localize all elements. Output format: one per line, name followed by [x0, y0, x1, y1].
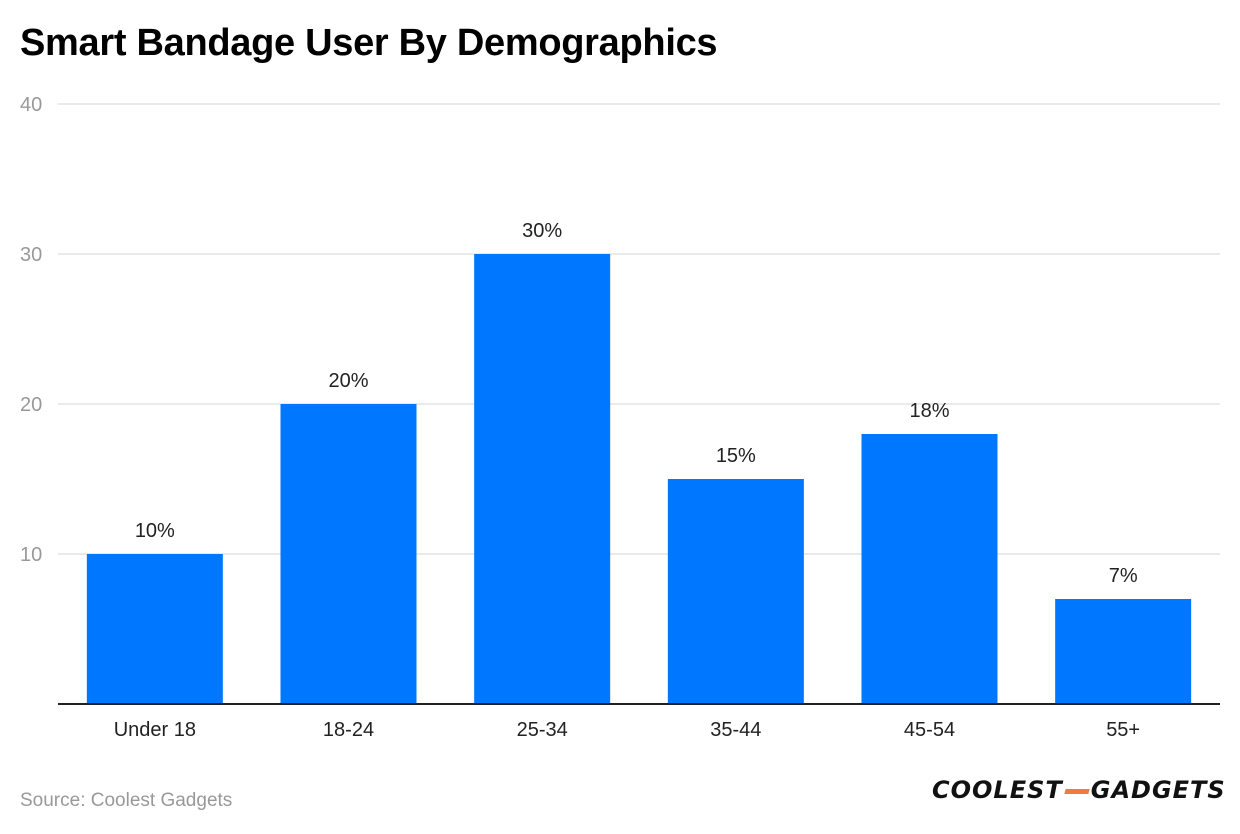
x-tick-label: 35-44 [710, 719, 761, 741]
bar [1055, 599, 1192, 704]
x-tick-label: Under 18 [114, 719, 196, 741]
x-tick-label: 25-34 [517, 719, 568, 741]
bar [86, 554, 223, 704]
data-label: 30% [522, 220, 562, 242]
data-label: 7% [1109, 565, 1138, 587]
bar [280, 404, 417, 704]
y-tick-label: 20 [20, 394, 42, 416]
logo-text-coolest: COOLEST [932, 776, 1063, 804]
logo-text-gadgets: GADGETS [1090, 776, 1226, 804]
y-tick-label: 10 [20, 544, 42, 566]
chart-title: Smart Bandage User By Demographics [20, 22, 718, 64]
source-note: Source: Coolest Gadgets [20, 790, 233, 811]
x-tick-label: 45-54 [904, 719, 955, 741]
bar [861, 434, 998, 704]
x-tick-label: 55+ [1106, 719, 1140, 741]
data-label: 20% [328, 370, 368, 392]
bar [474, 254, 611, 704]
y-tick-label: 40 [20, 94, 42, 116]
logo-dash [1064, 788, 1090, 794]
y-tick-label: 30 [20, 244, 42, 266]
bar [667, 479, 804, 704]
coolest-gadgets-logo: COOLEST GADGETS [932, 776, 1226, 804]
data-label: 15% [716, 445, 756, 467]
data-label: 18% [909, 400, 949, 422]
data-label: 10% [135, 520, 175, 542]
x-tick-label: 18-24 [323, 719, 374, 741]
